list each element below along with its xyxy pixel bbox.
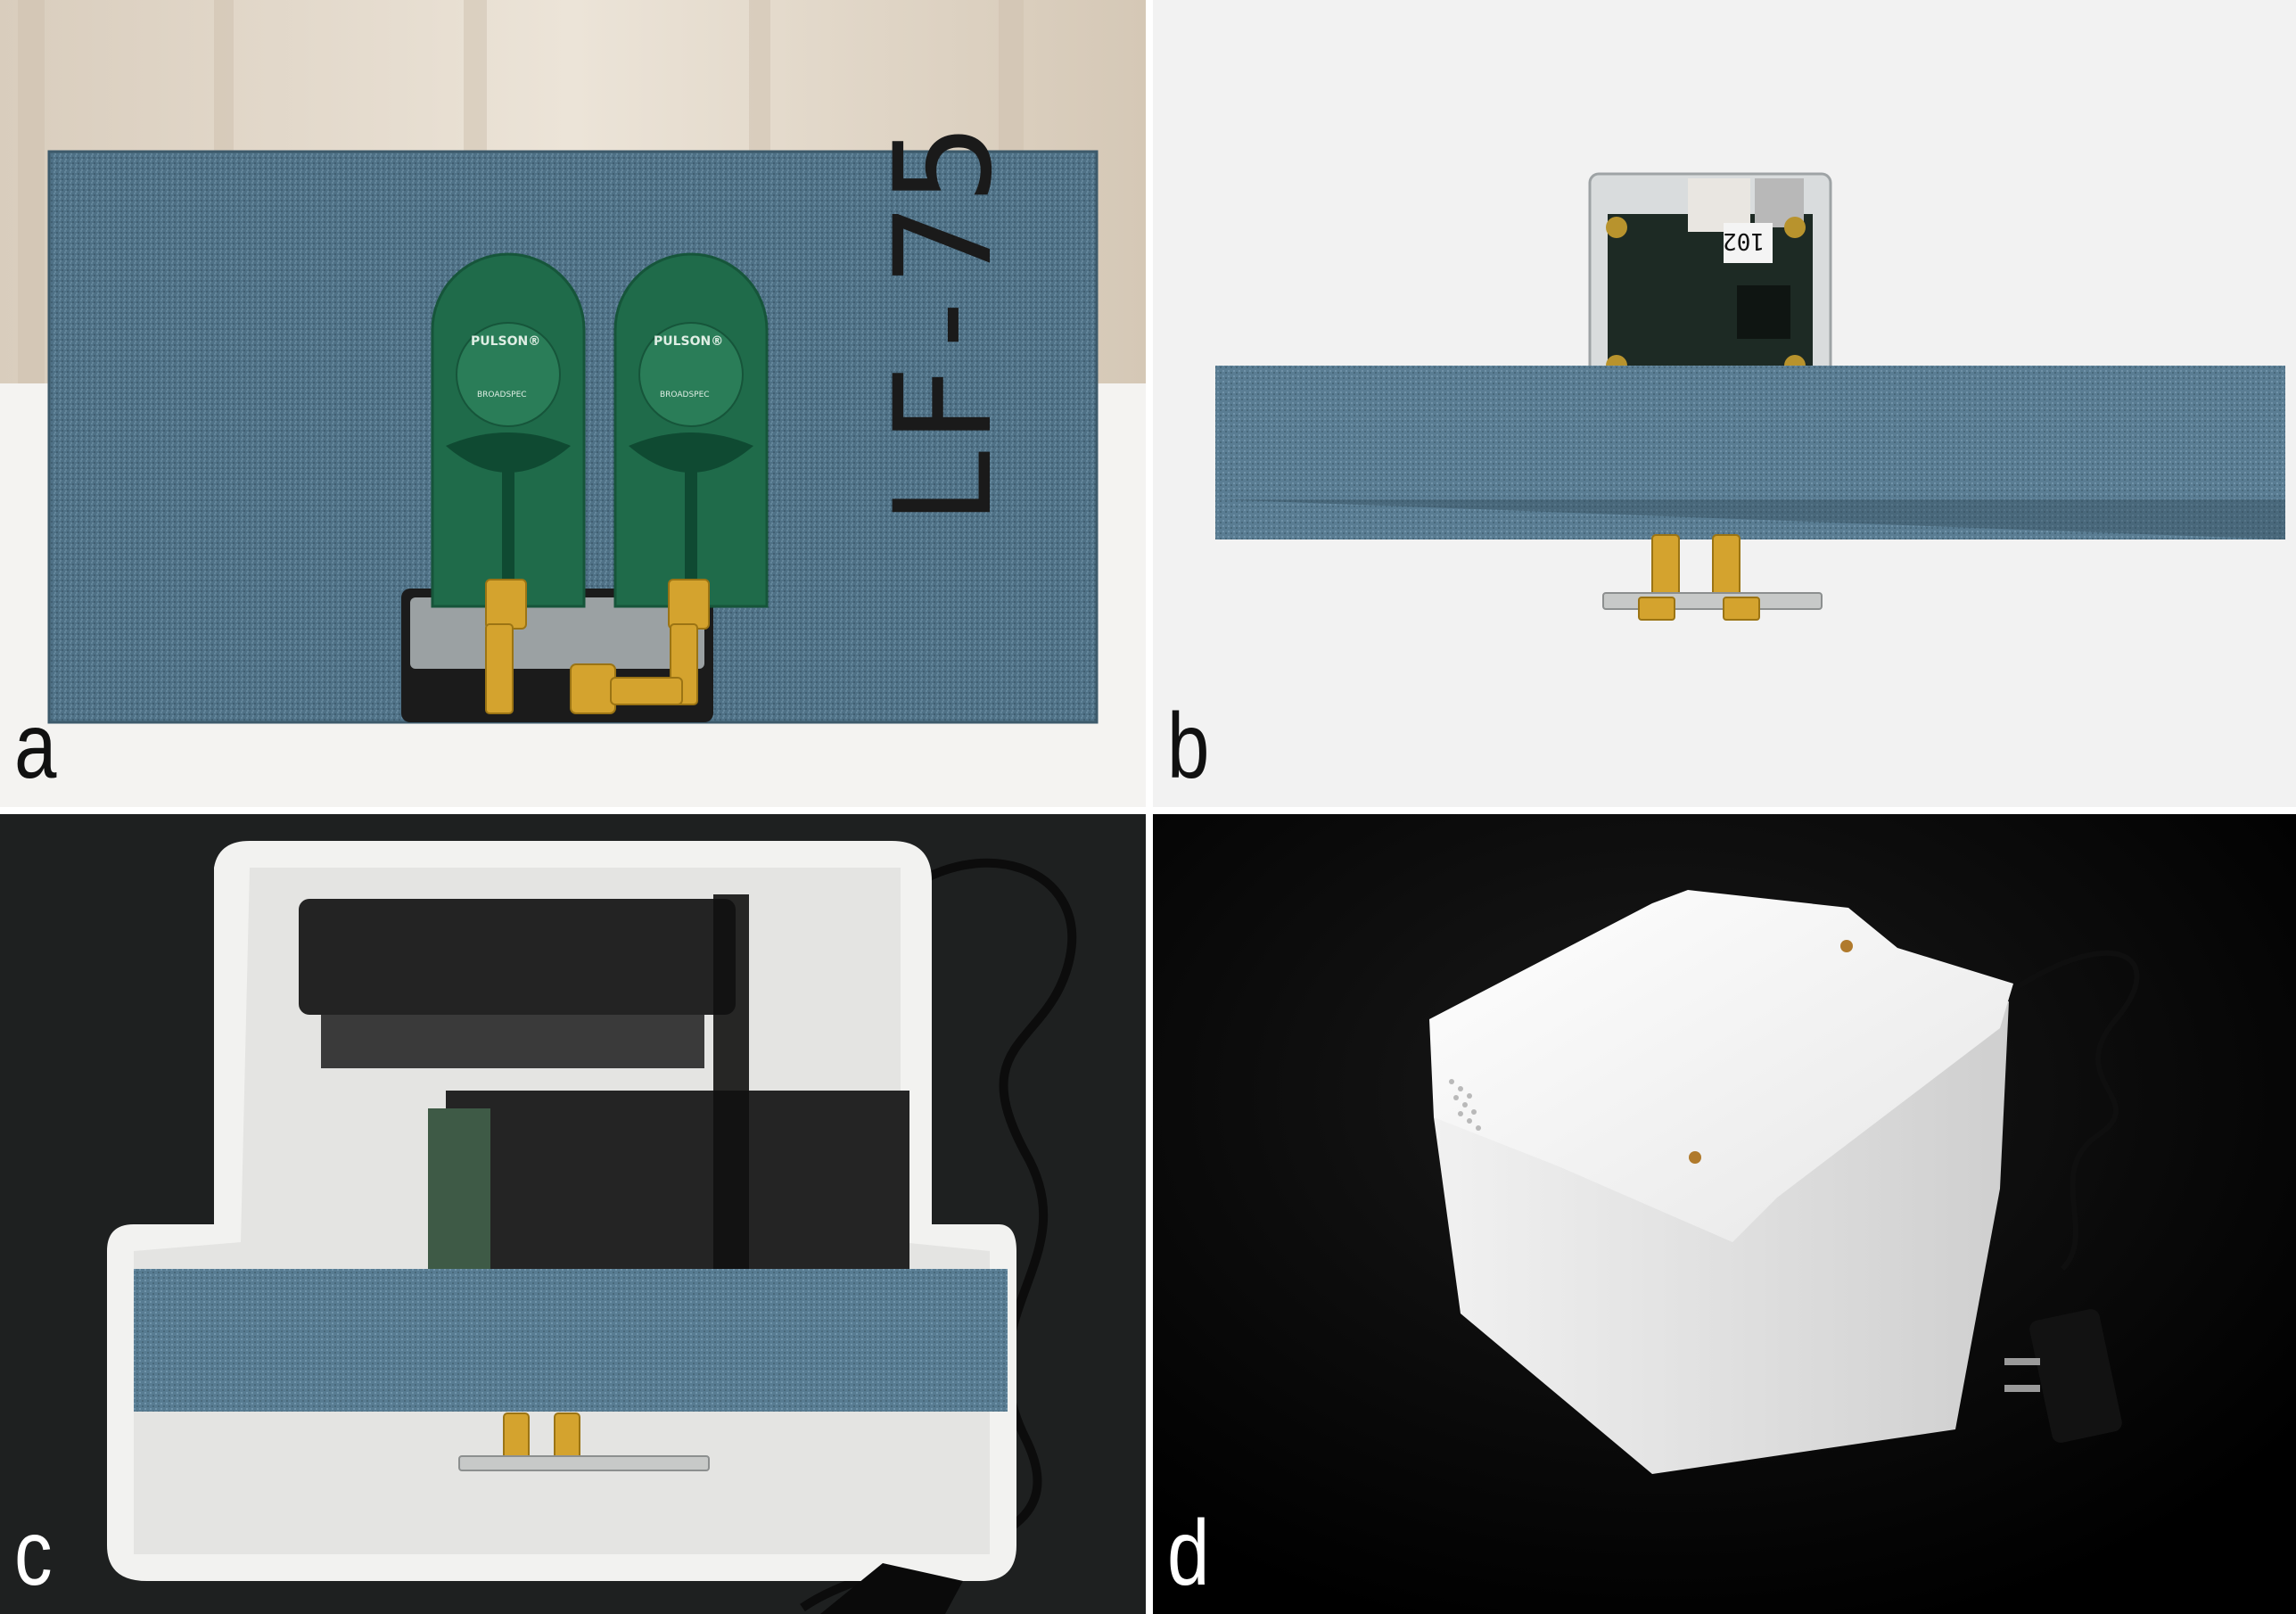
bottom-connectors (1602, 534, 1823, 621)
antenna-right: PULSON® BROADSPEC (613, 252, 769, 608)
panel-a-photo: LF-75 PULSON® BROADSPEC PULSON® BROADSPE… (0, 0, 1146, 807)
antenna-left: PULSON® BROADSPEC (431, 252, 586, 608)
battery-pack (299, 899, 736, 1015)
panel-c-scene (0, 814, 1146, 1614)
foam-marking: LF-75 (867, 123, 1022, 526)
panel-b-photo: 102 b (1153, 0, 2296, 807)
vent-holes (1449, 1079, 1481, 1131)
processing-board: 102 (1588, 172, 1832, 381)
sma-connectors (485, 579, 710, 714)
panel-a-scene: LF-75 PULSON® BROADSPEC PULSON® BROADSPE… (0, 0, 1146, 807)
panel-d-photo: d (1153, 814, 2296, 1614)
processing-unit (446, 1091, 909, 1296)
panel-label-a: a (14, 695, 57, 798)
panel-c-photo: c (0, 814, 1146, 1614)
svg-text:102: 102 (1723, 227, 1765, 254)
bottom-connectors (458, 1412, 710, 1471)
panel-label-b: b (1167, 695, 1210, 798)
foam-slab (1215, 366, 2285, 539)
svg-text:BROADSPEC: BROADSPEC (477, 391, 527, 399)
foam-slab (134, 1269, 1008, 1412)
enclosure-top (1429, 890, 2013, 1242)
svg-text:PULSON®: PULSON® (654, 334, 723, 349)
panel-label-c: c (14, 1502, 53, 1605)
wall-adapter (2029, 1309, 2122, 1443)
svg-text:BROADSPEC: BROADSPEC (660, 391, 710, 399)
panel-b-scene: 102 (1153, 0, 2296, 807)
panel-label-d: d (1167, 1502, 1210, 1605)
power-cable (2007, 950, 2140, 1272)
svg-text:PULSON®: PULSON® (471, 334, 540, 349)
wall-plug (820, 1563, 963, 1614)
panel-d-scene (1153, 814, 2296, 1614)
